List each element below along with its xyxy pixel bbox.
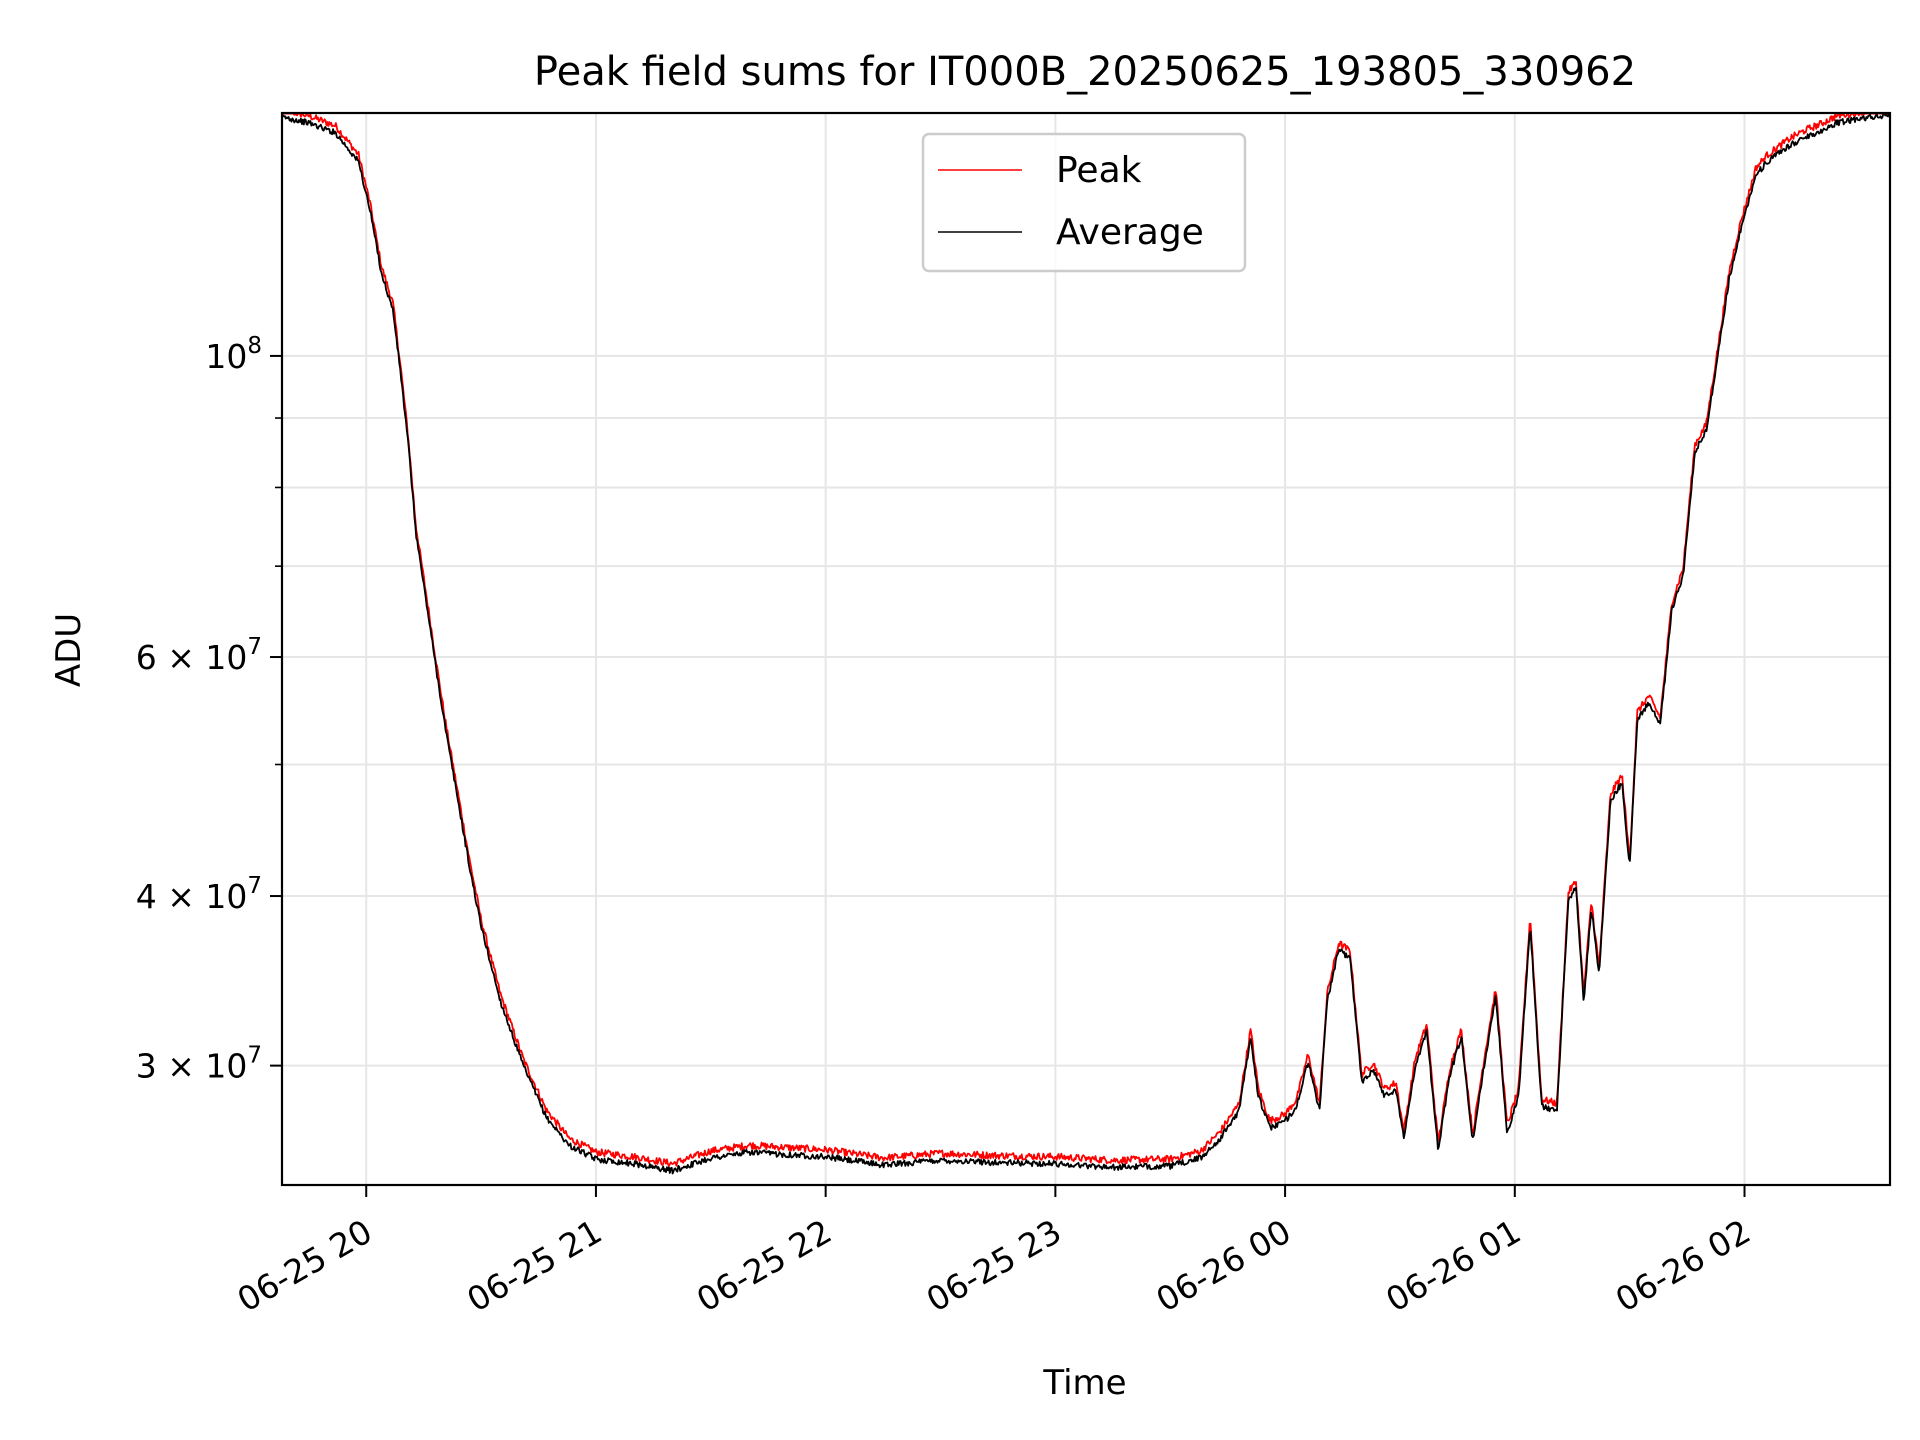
grid-layer: [282, 113, 1890, 1185]
legend-box: [921, 132, 1247, 273]
legend-label-peak: Peak: [1056, 150, 1142, 191]
y-tick-label: 108: [205, 333, 262, 376]
legend-label-average: Average: [1056, 212, 1204, 253]
y-axis-label: ADU: [49, 613, 89, 687]
x-axis-label: Time: [1042, 1363, 1126, 1403]
y-tick-label: 4 × 107: [136, 873, 262, 916]
y-tick-label: 6 × 107: [136, 634, 262, 677]
plot-frame: [280, 111, 1892, 1187]
series-line-peak: [282, 112, 1890, 1167]
series-line-average: [281, 112, 1891, 1175]
y-tick-label: 3 × 107: [136, 1043, 262, 1086]
y-axis: 108 6 × 107 4 × 107 3 × 107: [136, 333, 282, 1086]
legend: Peak Average: [921, 132, 1247, 273]
series-layer: [281, 112, 1891, 1175]
chart-title: Peak field sums for IT000B_20250625_1938…: [534, 49, 1636, 95]
